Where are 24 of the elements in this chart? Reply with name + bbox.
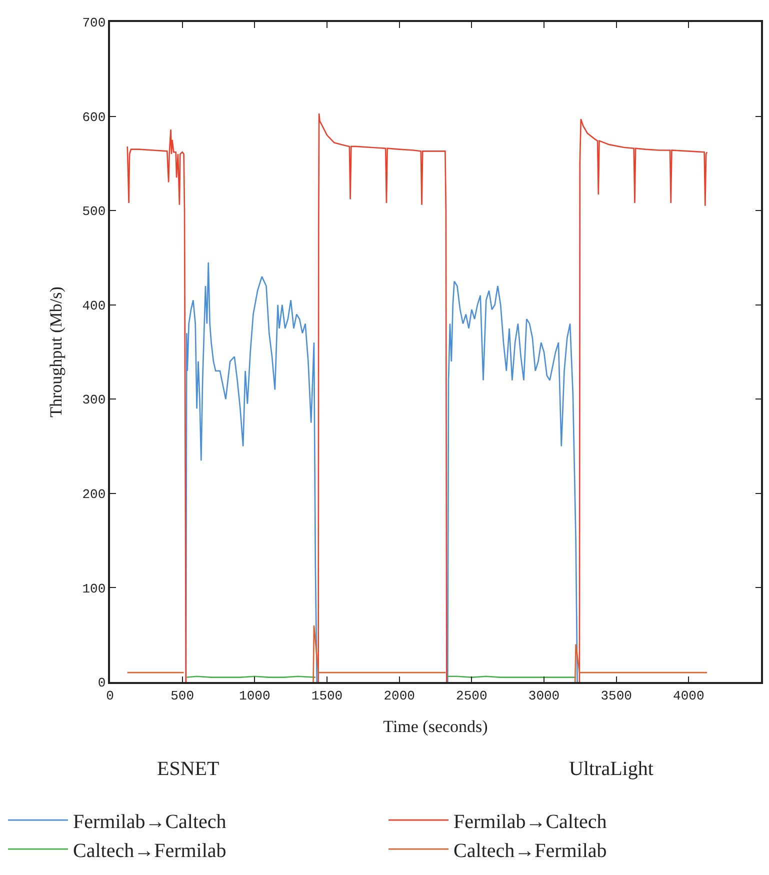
y-tick-label: 400 bbox=[82, 298, 106, 314]
x-tick-label: 2000 bbox=[384, 688, 415, 704]
x-tick-label: 2500 bbox=[456, 688, 488, 704]
text: ESNET bbox=[157, 758, 220, 780]
x-axis-title: Time (seconds) bbox=[383, 717, 488, 736]
y-tick-label: 300 bbox=[82, 392, 106, 408]
y-tick-label: 0 bbox=[98, 676, 106, 691]
y-tick-label: 700 bbox=[82, 16, 106, 31]
x-tick-label: 1000 bbox=[239, 688, 270, 704]
legend-label: Caltech→Fermilab bbox=[73, 840, 226, 862]
x-tick-label: 4000 bbox=[673, 688, 704, 704]
y-axis-title: Throughput (Mb/s) bbox=[46, 286, 66, 418]
y-tick-label: 500 bbox=[82, 204, 106, 220]
y-tick-label: 100 bbox=[82, 581, 106, 596]
y-tick-label: 600 bbox=[82, 110, 106, 125]
legend-label: Caltech→Fermilab bbox=[454, 840, 607, 862]
text: UltraLight bbox=[569, 758, 654, 780]
legend-label: Fermilab→Caltech bbox=[454, 810, 607, 833]
x-tick-label: 500 bbox=[170, 688, 194, 704]
x-tick-label: 1500 bbox=[311, 688, 343, 704]
x-tick-label: 3000 bbox=[528, 688, 560, 704]
legend-label: Fermilab→Caltech bbox=[73, 810, 226, 833]
x-tick-label: 3500 bbox=[600, 688, 632, 704]
y-tick-label: 200 bbox=[82, 486, 106, 502]
